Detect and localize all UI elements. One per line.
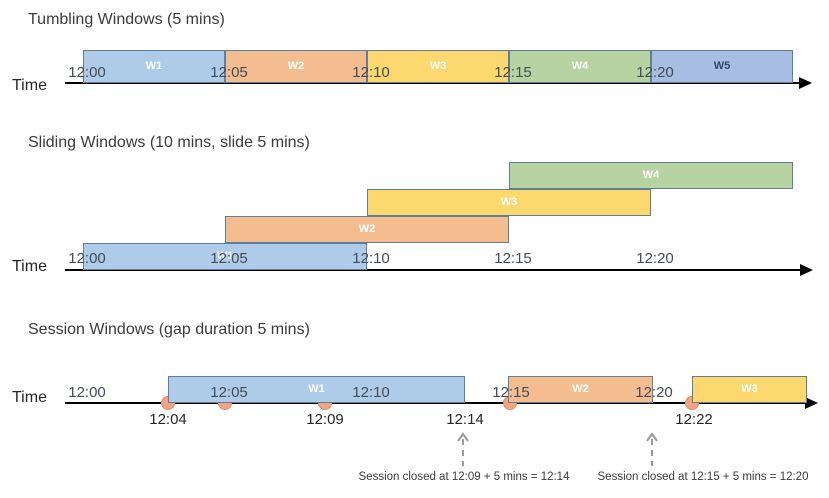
tick-label: 12:20 <box>636 250 674 267</box>
tumbling-window-box-w2: W2 <box>225 50 367 83</box>
window-label: W1 <box>145 60 163 72</box>
axis-arrowhead-icon <box>800 264 813 276</box>
tumbling-time-axis-line <box>65 82 802 84</box>
session-window-box-w1: W1 <box>168 376 465 403</box>
window-label: W2 <box>287 60 305 72</box>
tick-label: 12:15 <box>494 64 532 81</box>
sliding-window-box-w2: W2 <box>225 216 509 243</box>
tick-label: 12:05 <box>210 64 248 81</box>
sliding-window-box-w4: W4 <box>509 162 793 189</box>
sliding-time-axis-line <box>65 269 803 271</box>
tick-label: 12:15 <box>492 384 530 401</box>
tumbling-window-box-w1: W1 <box>83 50 225 83</box>
dashed-up-arrow-icon <box>457 432 469 466</box>
session-closed-annotation: Session closed at 12:09 + 5 mins = 12:14 <box>358 471 570 483</box>
sliding-window-box-w1: W1 <box>83 243 367 270</box>
window-label: W1 <box>308 383 325 395</box>
window-label: W5 <box>713 60 731 72</box>
event-time-label: 12:14 <box>446 411 484 428</box>
window-label: W2 <box>358 223 376 235</box>
axis-arrowhead-icon <box>805 397 818 409</box>
sliding-time-axis-label: Time <box>12 258 47 275</box>
window-label: W3 <box>500 196 518 208</box>
tick-label: 12:20 <box>635 384 673 401</box>
window-label: W1 <box>216 250 234 262</box>
tumbling-window-box-w4: W4 <box>509 50 651 83</box>
tick-label: 12:10 <box>352 384 390 401</box>
tick-label: 12:00 <box>68 250 106 267</box>
event-time-label: 12:09 <box>306 411 344 428</box>
tick-label: 12:15 <box>494 250 532 267</box>
sliding-window-box-w3: W3 <box>367 189 651 216</box>
tumbling-time-axis-label: Time <box>12 77 47 94</box>
event-time-label: 12:22 <box>675 411 713 428</box>
session-closed-annotation: Session closed at 12:15 + 5 mins = 12:20 <box>597 471 809 483</box>
tick-label: 12:05 <box>210 250 248 267</box>
window-label: W4 <box>642 169 660 181</box>
dashed-up-arrow-icon <box>646 432 658 466</box>
tumbling-window-box-w3: W3 <box>367 50 509 83</box>
window-label: W3 <box>741 383 758 395</box>
session-time-axis-label: Time <box>12 389 47 406</box>
tick-label: 12:10 <box>352 250 390 267</box>
sliding-section-title: Sliding Windows (10 mins, slide 5 mins) <box>28 134 310 151</box>
session-section-title: Session Windows (gap duration 5 mins) <box>28 321 310 338</box>
tick-label: 12:00 <box>68 64 106 81</box>
window-label: W3 <box>429 60 447 72</box>
session-window-box-w2: W2 <box>508 376 653 403</box>
window-label: W4 <box>571 60 589 72</box>
axis-arrowhead-icon <box>799 77 812 89</box>
tumbling-section-title: Tumbling Windows (5 mins) <box>28 11 225 28</box>
window-label: W2 <box>572 383 589 395</box>
session-time-axis-line <box>65 402 807 404</box>
tick-label: 12:20 <box>636 64 674 81</box>
event-time-label: 12:04 <box>149 411 187 428</box>
tumbling-window-box-w5: W5 <box>651 50 793 83</box>
tick-label: 12:10 <box>352 64 390 81</box>
session-window-box-w3: W3 <box>692 376 807 403</box>
tick-label: 12:00 <box>68 384 106 401</box>
tick-label: 12:05 <box>210 384 248 401</box>
